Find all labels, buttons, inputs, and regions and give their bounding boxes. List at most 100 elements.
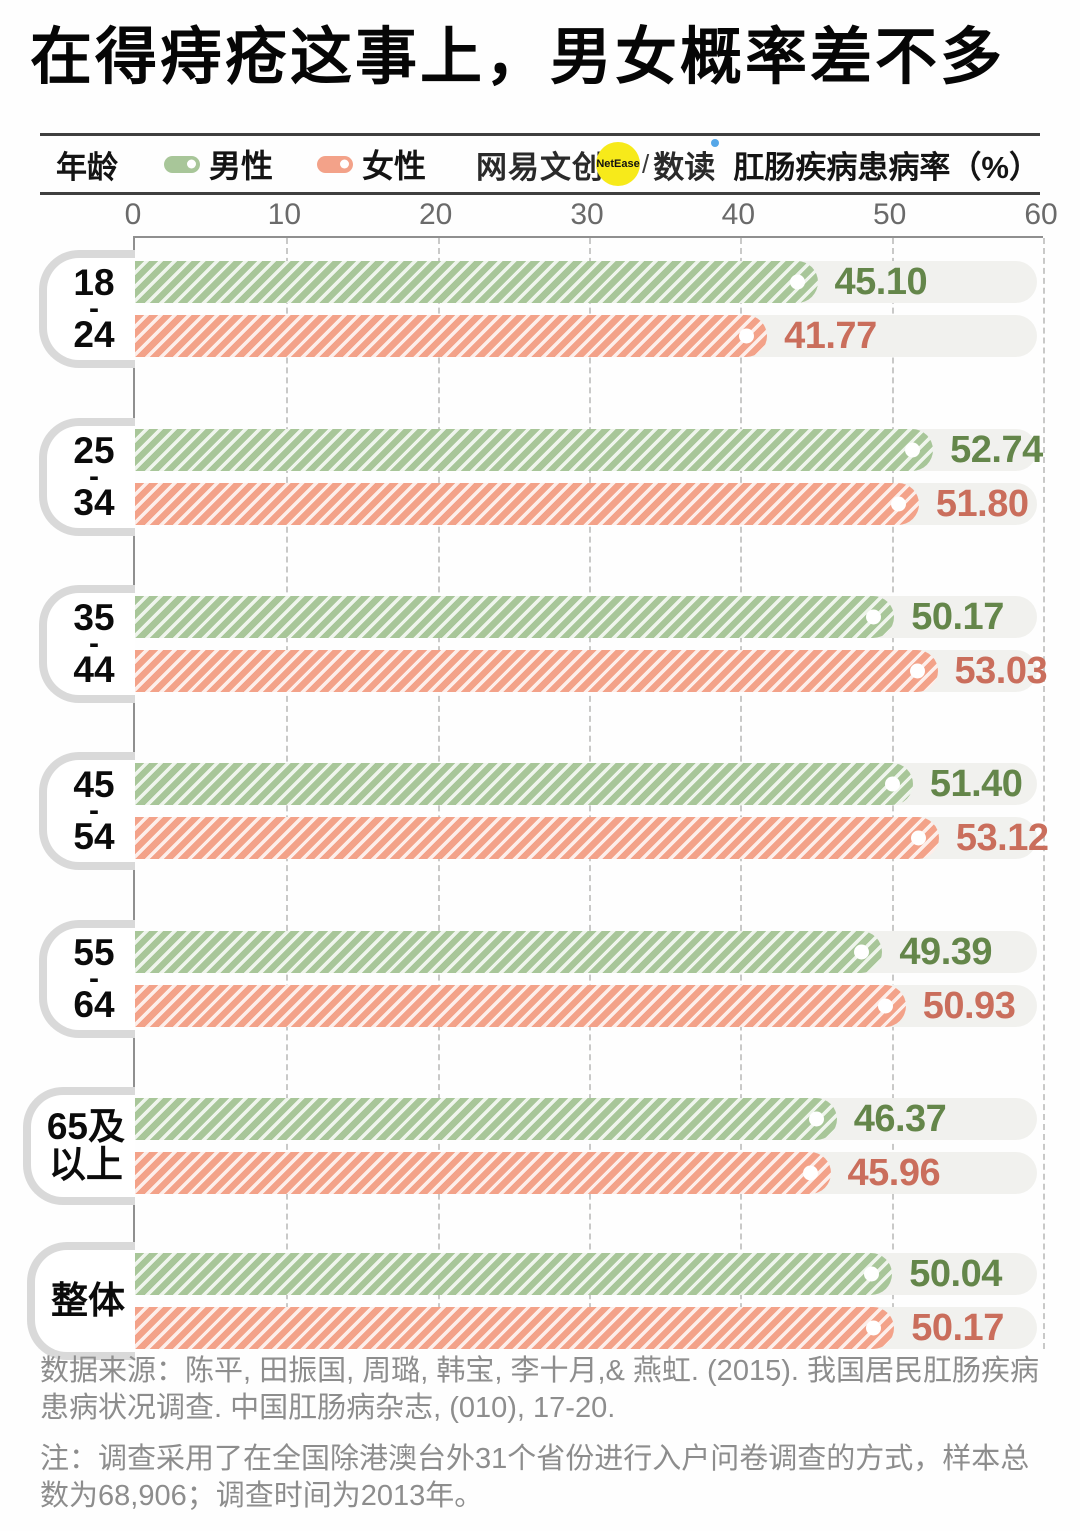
age-group-label: 35-44 xyxy=(39,585,135,703)
chart-row: 35-44 50.17 53.03 xyxy=(39,585,1048,703)
age-label-line: 64 xyxy=(73,983,115,1025)
age-label-line: 44 xyxy=(73,648,115,690)
bar-end-dot-icon xyxy=(808,1111,824,1127)
female-bar-line: 53.03 xyxy=(135,650,1048,692)
female-bar-line: 50.17 xyxy=(135,1307,1043,1349)
male-bar xyxy=(135,1253,893,1295)
legend-bar: 年龄 男性 女性 网易文创 NetEase / 数读 肛肠疾病患病率（%） xyxy=(40,133,1040,195)
male-bar-line: 49.39 xyxy=(135,931,1043,973)
x-axis-title: 肛肠疾病患病率（%） xyxy=(733,149,1040,185)
male-value-label: 49.39 xyxy=(899,931,993,973)
brand-name: 网易文创 xyxy=(476,149,605,185)
age-label-line: - xyxy=(89,627,99,661)
male-bar-swatch-icon xyxy=(164,155,200,173)
male-value-label: 46.37 xyxy=(853,1098,947,1140)
age-group-label: 25-34 xyxy=(39,418,135,536)
male-bar-line: 50.04 xyxy=(135,1253,1043,1295)
age-label-line: 34 xyxy=(73,481,115,523)
bar-end-dot-icon xyxy=(884,776,900,792)
age-label-line: 35 xyxy=(73,596,115,638)
brand-lockup: 网易文创 NetEase / 数读 xyxy=(476,138,720,187)
bar-end-dot-icon xyxy=(854,944,870,960)
age-label-line: - xyxy=(89,962,99,996)
x-tick-label: 50 xyxy=(872,198,907,231)
male-value-label: 52.74 xyxy=(950,429,1043,471)
bar-end-dot-icon xyxy=(802,1165,818,1181)
male-bar xyxy=(135,931,883,973)
x-axis-ticks: 0 10 20 30 40 50 60 xyxy=(125,198,1058,232)
netease-badge-icon: NetEase xyxy=(596,142,641,186)
chart-row: 25-34 52.74 51.80 xyxy=(39,418,1043,536)
x-tick-label: 60 xyxy=(1024,198,1058,231)
age-label-line: 18 xyxy=(73,261,115,303)
age-group-label: 65及 以上 xyxy=(22,1087,135,1205)
chart-row: 65及 以上 46.37 45.96 xyxy=(22,1087,1043,1205)
age-group-label: 整体 xyxy=(27,1242,135,1360)
data-source-text: 数据来源：陈平, 田振国, 周璐, 韩宝, 李十月,& 燕虹. (2015). … xyxy=(40,1355,1039,1424)
brand-divider: / xyxy=(642,148,650,179)
age-label-line: 55 xyxy=(73,931,115,973)
y-axis-label: 年龄 xyxy=(56,149,118,185)
chart-row: 55-64 49.39 50.93 xyxy=(39,920,1043,1038)
male-bar-line: 46.37 xyxy=(135,1098,1043,1140)
bar-end-dot-icon xyxy=(739,328,755,344)
female-bar-line: 45.96 xyxy=(135,1152,1043,1194)
male-value-label: 50.04 xyxy=(909,1253,1002,1295)
female-value-label: 51.80 xyxy=(935,483,1029,525)
male-bar xyxy=(135,596,895,638)
male-value-label: 51.40 xyxy=(929,763,1023,805)
age-label-line: 25 xyxy=(73,429,115,471)
page-title: 在得痔疮这事上，男女概率差不多 xyxy=(30,23,1006,92)
female-bar xyxy=(135,650,938,692)
age-label-line: 45 xyxy=(73,763,115,805)
female-bar-line: 50.93 xyxy=(135,985,1043,1027)
bar-end-dot-icon xyxy=(905,442,921,458)
brand-sub: 数读 xyxy=(653,138,720,187)
bar-end-dot-icon xyxy=(890,496,906,512)
age-group-label: 45-54 xyxy=(39,752,135,870)
chart-row: 45-54 51.40 53.12 xyxy=(39,752,1049,870)
bar-end-dot-icon xyxy=(909,663,925,679)
age-group-label: 18-24 xyxy=(39,250,135,368)
bar-end-dot-icon xyxy=(864,1266,880,1282)
age-label-line: 65及 xyxy=(46,1105,125,1147)
female-value-label: 50.17 xyxy=(911,1307,1004,1349)
chart-row: 18-24 45.10 41.77 xyxy=(39,250,1043,368)
footer: 数据来源：陈平, 田振国, 周璐, 韩宝, 李十月,& 燕虹. (2015). … xyxy=(40,1353,1045,1514)
x-tick-label: 30 xyxy=(570,198,604,231)
male-bar-line: 51.40 xyxy=(135,763,1043,805)
age-label-line: 54 xyxy=(73,815,115,857)
bar-end-dot-icon xyxy=(866,1320,882,1336)
age-label-line: - xyxy=(89,460,99,494)
female-bar xyxy=(135,817,939,859)
male-bar xyxy=(135,429,934,471)
legend-item-female: 女性 xyxy=(317,141,426,187)
female-bar xyxy=(135,483,919,525)
male-bar xyxy=(135,763,913,805)
male-bar-line: 50.17 xyxy=(135,596,1043,638)
legend-male-label: 男性 xyxy=(209,148,274,184)
legend-item-male: 男性 xyxy=(164,141,273,187)
gridline xyxy=(1043,238,1045,1349)
age-label-line: 24 xyxy=(73,313,115,355)
female-value-label: 45.96 xyxy=(847,1152,941,1194)
bar-end-dot-icon xyxy=(910,830,926,846)
male-bar xyxy=(135,261,818,303)
swatch-dot-icon xyxy=(340,159,350,169)
female-bar-line: 41.77 xyxy=(135,315,1043,357)
male-bar-line: 45.10 xyxy=(135,261,1043,303)
female-bar xyxy=(135,1307,895,1349)
age-label-line: 整体 xyxy=(51,1279,125,1321)
male-bar xyxy=(135,1098,837,1140)
female-value-label: 41.77 xyxy=(784,315,877,357)
legend-female-label: 女性 xyxy=(362,148,427,184)
age-label-line: - xyxy=(89,794,99,828)
female-bar xyxy=(135,1152,831,1194)
age-label-line: - xyxy=(89,292,99,326)
bar-end-dot-icon xyxy=(789,274,805,290)
age-label-line: 以上 xyxy=(48,1144,123,1185)
x-tick-label: 20 xyxy=(418,198,453,231)
age-group-label: 55-64 xyxy=(39,920,135,1038)
chart-row: 整体 50.04 50.17 xyxy=(27,1242,1043,1360)
